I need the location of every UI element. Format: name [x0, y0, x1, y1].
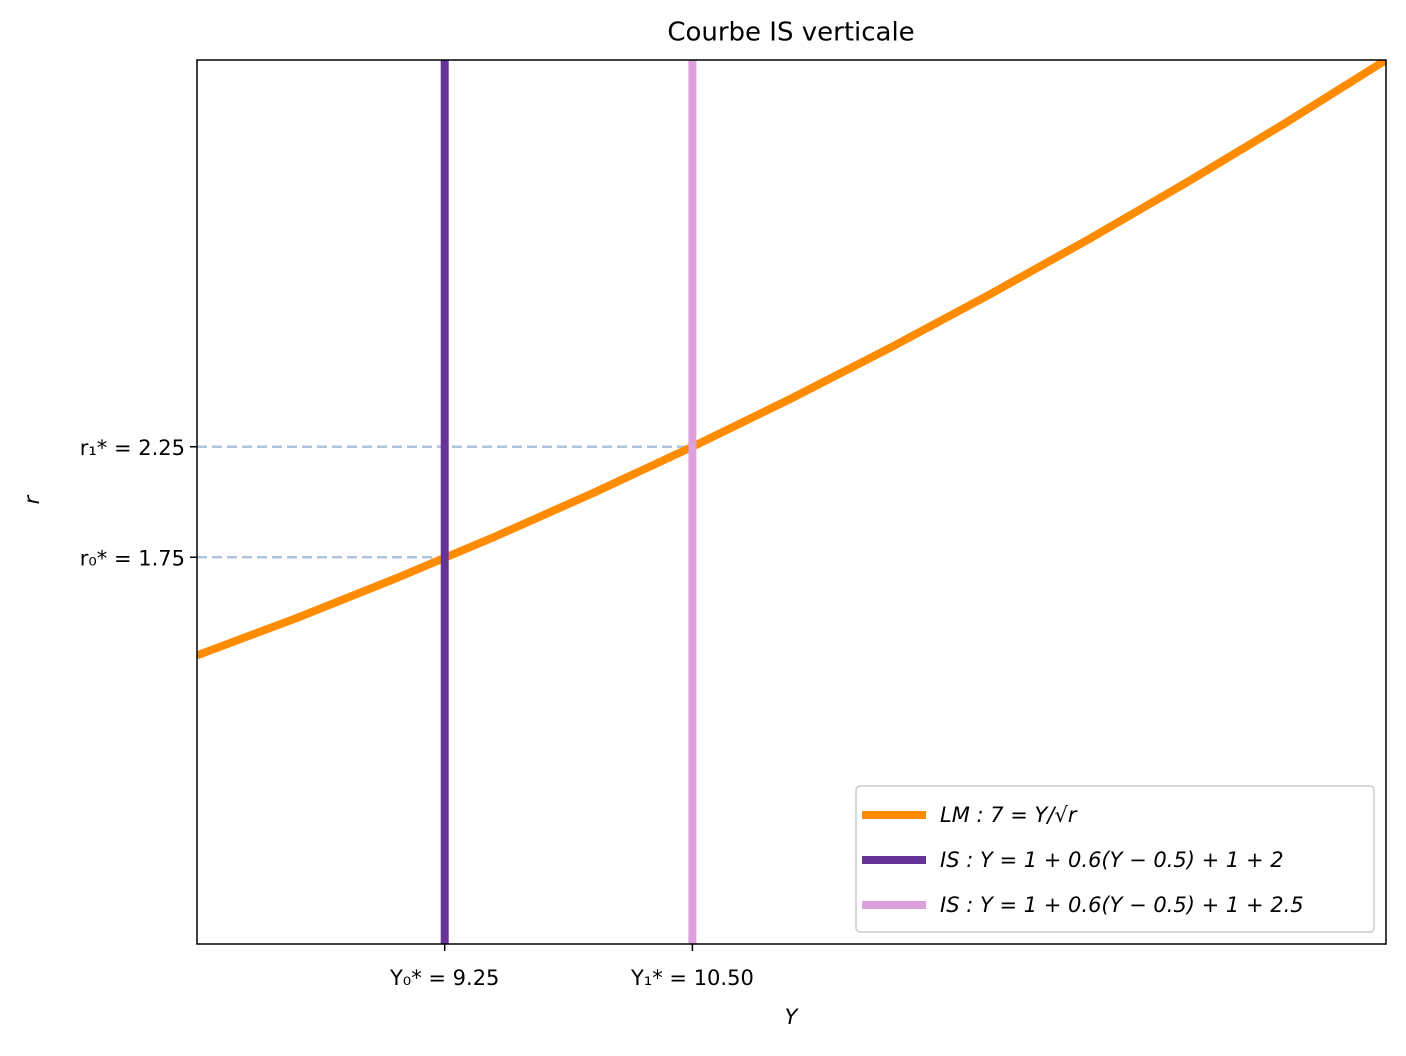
- plot-area: [197, 60, 1386, 944]
- legend-label: IS : Y = 1 + 0.6(Y − 0.5) + 1 + 2.5: [940, 893, 1304, 917]
- axes-frame: [196, 59, 1387, 945]
- chart-title: Courbe IS verticale: [667, 18, 914, 48]
- legend-box: [855, 785, 1375, 933]
- x-tick-label: Y₁* = 10.50: [630, 966, 754, 990]
- legend-label: LM : 7 = Y/√r: [940, 803, 1078, 827]
- x-tick-label: Y₀* = 9.25: [389, 966, 499, 990]
- legend-label: IS : Y = 1 + 0.6(Y − 0.5) + 1 + 2: [940, 848, 1284, 872]
- y-axis-label: r: [20, 494, 44, 504]
- x-axis-label: Y: [785, 1005, 800, 1029]
- y-tick-label: r₁* = 2.25: [80, 436, 185, 460]
- series-line: [197, 60, 1386, 660]
- legend: LM : 7 = Y/√r IS : Y = 1 + 0.6(Y − 0.5) +…: [855, 785, 1375, 933]
- y-tick-label: r₀* = 1.75: [80, 546, 185, 570]
